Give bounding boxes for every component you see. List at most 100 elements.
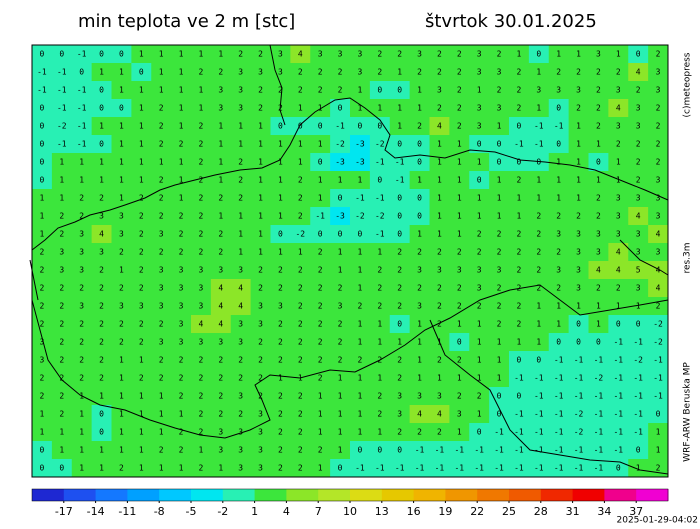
- colorbar-segment: [636, 489, 669, 501]
- cell-value: 2: [238, 158, 243, 167]
- grid-cell: [350, 405, 371, 424]
- cell-value: 2: [139, 212, 144, 221]
- grid-cell: [449, 63, 470, 82]
- grid-cell: [310, 315, 331, 334]
- grid-cell: [270, 351, 291, 370]
- grid-cell: [151, 171, 172, 190]
- grid-cell: [429, 297, 450, 316]
- cell-value: -2: [594, 374, 604, 383]
- cell-value: 2: [278, 428, 283, 437]
- cell-value: 3: [576, 266, 581, 275]
- grid-cell: [111, 315, 132, 334]
- grid-cell: [409, 171, 430, 190]
- cell-value: 3: [358, 68, 363, 77]
- cell-value: 0: [79, 68, 84, 77]
- grid-cell: [489, 351, 510, 370]
- grid-cell: [210, 351, 232, 370]
- cell-value: 1: [59, 158, 64, 167]
- cell-value: 3: [218, 266, 223, 275]
- cell-value: 0: [517, 356, 522, 365]
- cell-value: 1: [318, 392, 323, 401]
- cell-value: 3: [477, 122, 482, 131]
- cell-value: 1: [79, 464, 84, 473]
- cell-value: 2: [517, 104, 522, 113]
- grid-cell: [91, 405, 112, 424]
- cell-value: 1: [417, 86, 422, 95]
- grid-cell: [389, 207, 411, 226]
- cell-value: 2: [298, 338, 303, 347]
- cell-value: 1: [139, 122, 144, 131]
- grid-cell: [111, 351, 132, 370]
- grid-cell: [111, 297, 132, 316]
- cell-value: 1: [318, 194, 323, 203]
- cell-value: 0: [556, 140, 561, 149]
- grid-cell: [608, 423, 629, 442]
- cell-value: 0: [318, 158, 323, 167]
- grid-cell: [71, 369, 93, 388]
- cell-value: -1: [554, 374, 564, 383]
- grid-cell: [628, 153, 649, 172]
- grid-cell: [111, 117, 132, 136]
- grid-cell: [171, 45, 192, 64]
- grid-cell: [171, 189, 192, 208]
- grid-cell: [290, 225, 311, 244]
- cell-value: 3: [59, 266, 64, 275]
- grid-cell: [449, 117, 470, 136]
- cell-value: 1: [139, 176, 144, 185]
- grid-cell: [310, 279, 331, 298]
- grid-cell: [548, 189, 570, 208]
- cell-value: 2: [179, 446, 184, 455]
- grid-cell: [51, 171, 73, 190]
- cell-value: -1: [37, 68, 47, 77]
- grid-cell: [310, 423, 331, 442]
- cell-value: 2: [596, 212, 601, 221]
- grid-cell: [51, 63, 73, 82]
- grid-cell: [111, 135, 132, 154]
- colorbar-segment: [159, 489, 192, 501]
- cell-value: 0: [358, 122, 363, 131]
- cell-value: 2: [397, 356, 402, 365]
- grid-cell: [91, 153, 112, 172]
- cell-value: 1: [179, 194, 184, 203]
- cell-value: 3: [159, 230, 164, 239]
- grid-cell: [449, 153, 470, 172]
- cell-value: 2: [556, 212, 561, 221]
- grid-cell: [210, 315, 232, 334]
- cell-value: 2: [179, 212, 184, 221]
- cell-value: 1: [218, 50, 223, 59]
- cell-value: -1: [554, 464, 564, 473]
- cell-value: 1: [278, 176, 283, 185]
- grid-cell: [270, 189, 291, 208]
- cell-value: 2: [258, 266, 263, 275]
- colorbar-segment: [191, 489, 224, 501]
- grid-cell: [171, 117, 192, 136]
- grid-cell: [608, 279, 629, 298]
- cell-value: 2: [59, 338, 64, 347]
- grid-cell: [250, 441, 271, 460]
- cell-value: 2: [497, 230, 502, 239]
- cell-value: 3: [636, 122, 641, 131]
- cell-value: 1: [199, 104, 204, 113]
- grid-cell: [489, 387, 510, 406]
- grid-cell: [310, 63, 331, 82]
- cell-value: 1: [576, 140, 581, 149]
- cell-value: -1: [415, 464, 425, 473]
- cell-value: 2: [159, 122, 164, 131]
- grid-cell: [350, 153, 371, 172]
- grid-cell: [330, 459, 351, 478]
- cell-value: 3: [238, 428, 243, 437]
- grid-cell: [648, 441, 669, 460]
- cell-value: 1: [358, 176, 363, 185]
- cell-value: -1: [514, 446, 524, 455]
- grid-cell: [71, 279, 93, 298]
- cell-value: 2: [656, 140, 661, 149]
- grid-cell: [628, 63, 649, 82]
- cell-value: 1: [377, 320, 382, 329]
- cell-value: 4: [417, 410, 422, 419]
- cell-value: 2: [437, 320, 442, 329]
- cell-value: 2: [318, 320, 323, 329]
- colorbar-tick-label: 25: [502, 505, 516, 518]
- cell-value: 1: [159, 86, 164, 95]
- cell-value: 1: [338, 374, 343, 383]
- cell-value: 4: [218, 320, 223, 329]
